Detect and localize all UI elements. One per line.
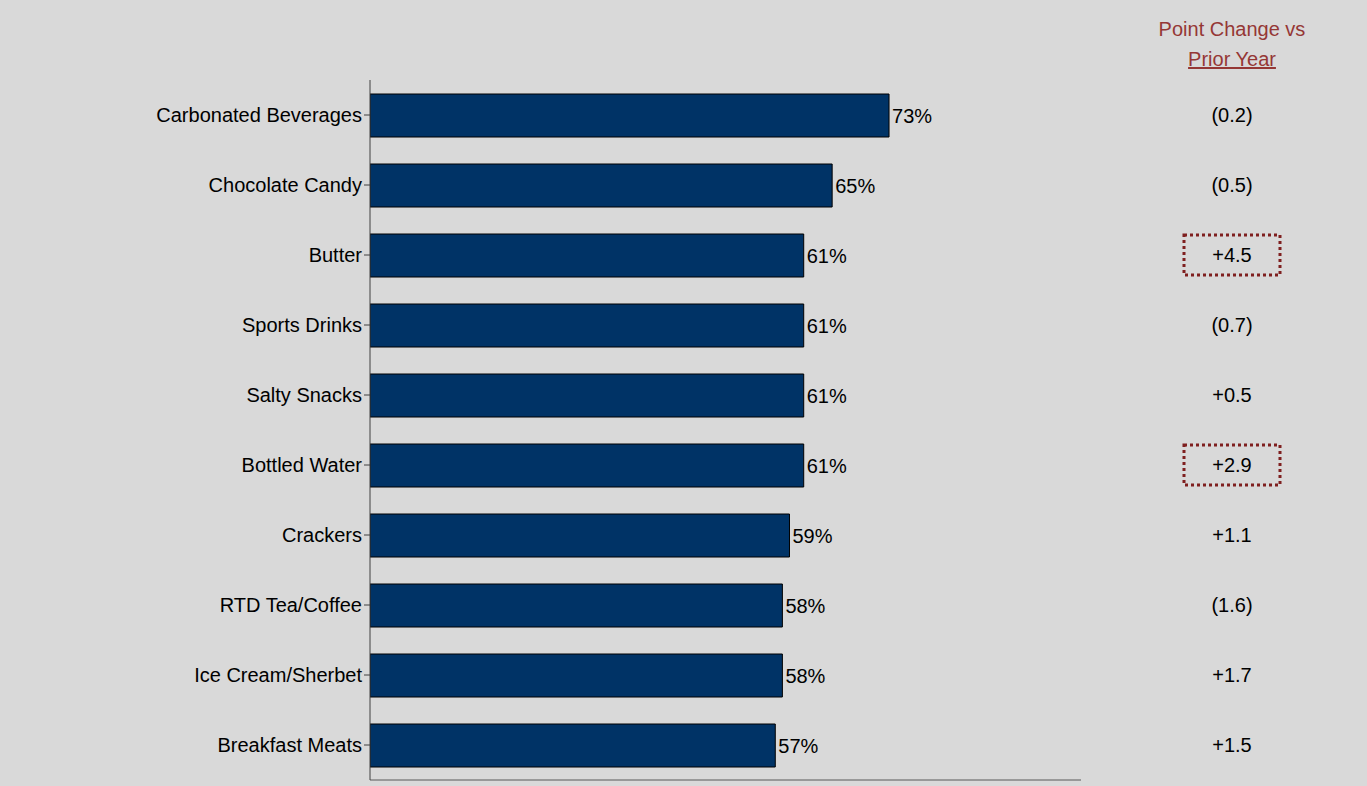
svg-text:(0.2): (0.2) — [1211, 104, 1252, 126]
svg-text:RTD Tea/Coffee: RTD Tea/Coffee — [220, 594, 362, 616]
svg-text:+1.1: +1.1 — [1212, 524, 1251, 546]
svg-text:58%: 58% — [785, 665, 825, 687]
svg-text:(0.7): (0.7) — [1211, 314, 1252, 336]
svg-text:Salty Snacks: Salty Snacks — [246, 384, 362, 406]
svg-text:61%: 61% — [807, 455, 847, 477]
svg-text:59%: 59% — [792, 525, 832, 547]
svg-text:61%: 61% — [807, 245, 847, 267]
svg-text:Breakfast Meats: Breakfast Meats — [217, 734, 362, 756]
svg-text:+1.5: +1.5 — [1212, 734, 1251, 756]
svg-text:Chocolate Candy: Chocolate Candy — [209, 174, 362, 196]
svg-text:Ice Cream/Sherbet: Ice Cream/Sherbet — [194, 664, 362, 686]
svg-text:Carbonated Beverages: Carbonated Beverages — [156, 104, 362, 126]
html-text:Prior Year: Prior Year — [1188, 48, 1276, 70]
svg-text:Bottled Water: Bottled Water — [242, 454, 363, 476]
svg-text:Sports Drinks: Sports Drinks — [242, 314, 362, 336]
svg-text:61%: 61% — [807, 315, 847, 337]
svg-text:73%: 73% — [892, 105, 932, 127]
svg-text:+0.5: +0.5 — [1212, 384, 1251, 406]
svg-text:+2.9: +2.9 — [1212, 454, 1251, 476]
svg-text:57%: 57% — [778, 735, 818, 757]
html-text:Point Change vs: Point Change vs — [1158, 18, 1306, 40]
svg-text:+1.7: +1.7 — [1212, 664, 1251, 686]
svg-text:65%: 65% — [835, 175, 875, 197]
svg-text:(0.5): (0.5) — [1211, 174, 1252, 196]
svg-text:61%: 61% — [807, 385, 847, 407]
svg-text:+4.5: +4.5 — [1212, 244, 1251, 266]
svg-text:58%: 58% — [785, 595, 825, 617]
svg-text:(1.6): (1.6) — [1211, 594, 1252, 616]
svg-text:Crackers: Crackers — [282, 524, 362, 546]
svg-text:Butter: Butter — [309, 244, 363, 266]
